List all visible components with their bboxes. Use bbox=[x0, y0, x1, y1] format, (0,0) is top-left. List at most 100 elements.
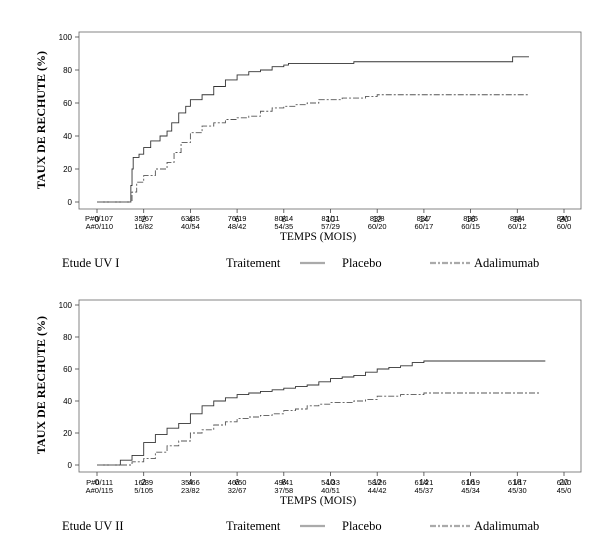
y-tick-label: 40 bbox=[63, 397, 72, 406]
risk-value-placebo: 83/8 bbox=[370, 214, 385, 223]
x-tick-label: 10 bbox=[326, 478, 335, 487]
legend: Etude UV II Traitement Placebo Adalimumab bbox=[62, 519, 539, 533]
risk-value-adalimumab: 48/42 bbox=[228, 222, 247, 231]
x-tick-label: 18 bbox=[513, 478, 522, 487]
study-label: Etude UV II bbox=[62, 519, 124, 533]
legend-title: Traitement bbox=[226, 256, 281, 270]
x-tick-label: 4 bbox=[188, 215, 193, 224]
legend-label-placebo: Placebo bbox=[342, 256, 382, 270]
risk-value-adalimumab: 60/15 bbox=[461, 222, 480, 231]
risk-value-adalimumab: 45/0 bbox=[557, 486, 572, 495]
risk-row-label-placebo: P#0/107 bbox=[85, 214, 113, 223]
x-tick-label: 14 bbox=[419, 478, 428, 487]
x-tick-label: 12 bbox=[373, 215, 382, 224]
risk-value-adalimumab: 40/54 bbox=[181, 222, 200, 231]
risk-value-adalimumab: 60/12 bbox=[508, 222, 527, 231]
legend-label-adalimumab: Adalimumab bbox=[474, 256, 539, 270]
x-tick-label: 20 bbox=[560, 215, 569, 224]
km-curve-placebo bbox=[97, 360, 546, 466]
risk-row-label-adalimumab: A#0/110 bbox=[86, 222, 113, 231]
x-tick-label: 10 bbox=[326, 215, 335, 224]
risk-value-placebo: 84/0 bbox=[557, 214, 572, 223]
plot-frame bbox=[78, 31, 582, 210]
km-curve-placebo bbox=[97, 56, 529, 203]
x-tick-label: 6 bbox=[235, 215, 240, 224]
risk-value-adalimumab: 45/30 bbox=[508, 486, 527, 495]
risk-row-label-adalimumab: A#0/115 bbox=[86, 486, 113, 495]
x-tick-label: 6 bbox=[235, 478, 240, 487]
risk-value-adalimumab: 37/58 bbox=[274, 486, 293, 495]
study-label: Etude UV I bbox=[62, 256, 119, 270]
x-tick-label: 0 bbox=[95, 478, 100, 487]
x-tick-label: 12 bbox=[373, 478, 382, 487]
x-tick-label: 2 bbox=[141, 478, 146, 487]
risk-value-placebo: 49/41 bbox=[274, 478, 293, 487]
risk-value-adalimumab: 54/35 bbox=[274, 222, 293, 231]
km-curve-adalimumab bbox=[97, 392, 541, 466]
risk-value-placebo: 61/19 bbox=[461, 478, 480, 487]
risk-value-placebo: 63/35 bbox=[181, 214, 200, 223]
risk-value-placebo: 82/11 bbox=[321, 214, 339, 223]
km-panel-1: 0 20 40 60 80 100 0 2 4 6 8 10 12 14 16 18 20 TAUX DE REC… bbox=[34, 31, 582, 270]
risk-value-placebo: 35/67 bbox=[134, 214, 153, 223]
km-panel-2: 0 20 40 60 80 100 0 2 4 6 8 10 12 14 16 18 20 TAUX DE REC… bbox=[34, 299, 582, 533]
risk-value-adalimumab: 23/82 bbox=[181, 486, 200, 495]
x-tick-label: 16 bbox=[466, 215, 475, 224]
x-tick-label: 4 bbox=[188, 478, 193, 487]
y-tick-label: 80 bbox=[63, 66, 72, 75]
risk-value-placebo: 61/17 bbox=[508, 478, 527, 487]
risk-value-placebo: 16/89 bbox=[134, 478, 153, 487]
risk-value-placebo: 84/4 bbox=[510, 214, 525, 223]
risk-value-placebo: 61/21 bbox=[415, 478, 434, 487]
risk-value-adalimumab: 45/37 bbox=[415, 486, 434, 495]
y-tick-label: 20 bbox=[63, 429, 72, 438]
risk-value-adalimumab: 45/34 bbox=[461, 486, 480, 495]
y-tick-label: 60 bbox=[63, 365, 72, 374]
risk-value-adalimumab: 57/29 bbox=[321, 222, 340, 231]
y-tick-label: 100 bbox=[59, 33, 73, 42]
x-tick-label: 8 bbox=[282, 478, 287, 487]
plot-frame bbox=[78, 299, 582, 473]
x-axis-label: TEMPS (MOIS) bbox=[280, 231, 357, 243]
risk-value-adalimumab: 60/20 bbox=[368, 222, 387, 231]
risk-value-adalimumab: 16/82 bbox=[134, 222, 153, 231]
risk-value-placebo: 46/50 bbox=[228, 478, 247, 487]
risk-value-placebo: 35/66 bbox=[181, 478, 200, 487]
y-tick-label: 80 bbox=[63, 333, 72, 342]
risk-value-placebo: 83/5 bbox=[463, 214, 478, 223]
x-tick-label: 14 bbox=[419, 215, 428, 224]
y-axis-label: TAUX DE RECHUTE (%) bbox=[34, 316, 48, 454]
risk-value-adalimumab: 60/0 bbox=[557, 222, 572, 231]
y-tick-label: 60 bbox=[63, 99, 72, 108]
y-tick-label: 0 bbox=[68, 461, 73, 470]
km-curve-adalimumab bbox=[97, 94, 529, 203]
x-tick-label: 2 bbox=[141, 215, 146, 224]
y-axis-label: TAUX DE RECHUTE (%) bbox=[34, 51, 48, 189]
legend-title: Traitement bbox=[226, 519, 281, 533]
risk-value-placebo: 54/33 bbox=[321, 478, 340, 487]
x-tick-label: 20 bbox=[560, 478, 569, 487]
risk-value-placebo: 61/0 bbox=[557, 478, 572, 487]
risk-value-adalimumab: 44/42 bbox=[368, 486, 387, 495]
risk-value-adalimumab: 32/67 bbox=[228, 486, 247, 495]
x-tick-label: 16 bbox=[466, 478, 475, 487]
risk-value-adalimumab: 60/17 bbox=[415, 222, 434, 231]
y-tick-label: 20 bbox=[63, 165, 72, 174]
x-tick-label: 18 bbox=[513, 215, 522, 224]
risk-value-placebo: 83/7 bbox=[417, 214, 432, 223]
x-tick-label: 8 bbox=[282, 215, 287, 224]
risk-value-placebo: 58/26 bbox=[368, 478, 387, 487]
risk-value-placebo: 76/19 bbox=[228, 214, 247, 223]
x-axis-label: TEMPS (MOIS) bbox=[280, 495, 357, 507]
legend-label-adalimumab: Adalimumab bbox=[474, 519, 539, 533]
legend-label-placebo: Placebo bbox=[342, 519, 382, 533]
risk-value-adalimumab: 5/105 bbox=[134, 486, 153, 495]
y-tick-label: 0 bbox=[68, 198, 73, 207]
y-tick-label: 100 bbox=[59, 301, 73, 310]
x-tick-label: 0 bbox=[95, 215, 100, 224]
risk-value-adalimumab: 40/51 bbox=[321, 486, 340, 495]
risk-value-placebo: 80/14 bbox=[274, 214, 293, 223]
risk-row-label-placebo: P#0/111 bbox=[86, 478, 113, 487]
y-tick-label: 40 bbox=[63, 132, 72, 141]
